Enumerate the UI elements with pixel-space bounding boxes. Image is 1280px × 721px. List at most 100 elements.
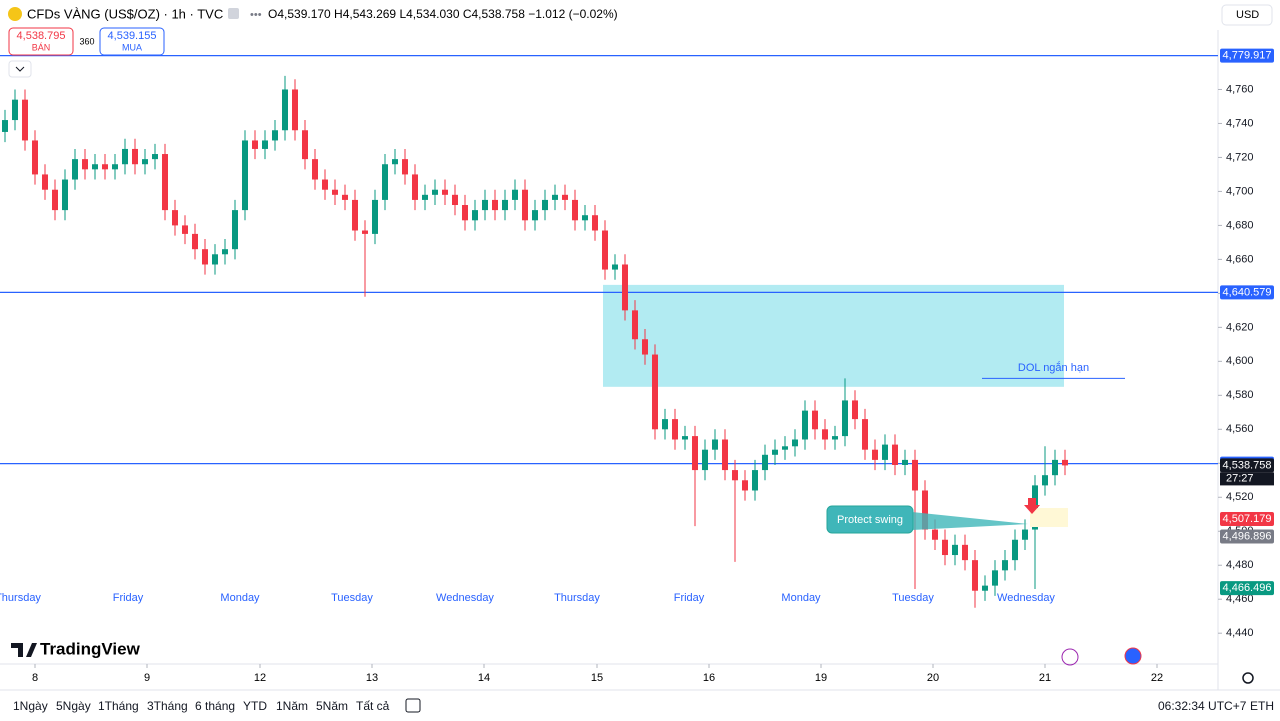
candle-body <box>352 199 358 231</box>
candle-body <box>362 230 368 234</box>
candle-body <box>32 140 38 175</box>
candle-body <box>1042 475 1048 486</box>
candle-body <box>832 436 838 440</box>
session-label: Thursday <box>0 592 41 604</box>
x-tick-label: 14 <box>478 672 490 684</box>
range-button[interactable]: 1Tháng <box>98 699 139 713</box>
dol-text: DOL ngắn hạn <box>1018 361 1089 374</box>
candle-body <box>142 159 148 165</box>
candle-body <box>512 189 518 200</box>
red-arrow <box>1024 498 1040 514</box>
candle-body <box>412 174 418 200</box>
candle-body <box>902 459 908 465</box>
candle-body <box>432 189 438 195</box>
plot: 4,4404,4604,4804,5004,5204,5404,5604,580… <box>0 48 1274 684</box>
candle-body <box>742 480 748 491</box>
supply-zone <box>603 284 1064 387</box>
candle-body <box>972 560 978 591</box>
candle-body <box>372 199 378 234</box>
y-tick-label: 4,660 <box>1226 253 1254 265</box>
session[interactable]: ETH <box>1250 699 1274 713</box>
sell-button[interactable] <box>8 27 74 56</box>
price-badge-label: 4,640.579 <box>1223 286 1272 298</box>
y-tick-label: 4,580 <box>1226 389 1254 401</box>
candle-body <box>542 199 548 211</box>
candle-body <box>532 210 538 221</box>
candle-body <box>202 249 208 265</box>
symbol-icon <box>8 7 22 21</box>
candle-body <box>422 194 428 200</box>
session-label: Friday <box>113 592 144 604</box>
settings-icon[interactable] <box>1242 672 1254 684</box>
range-button[interactable]: 5Ngày <box>56 699 91 713</box>
range-button[interactable]: Tất cả <box>356 699 390 713</box>
flag-icon[interactable] <box>228 8 239 19</box>
candle-body <box>722 439 728 471</box>
candle-body <box>322 179 328 190</box>
highlight-box <box>1030 508 1068 527</box>
candle-body <box>12 99 18 121</box>
candle-body <box>1052 459 1058 476</box>
calendar-icon[interactable] <box>405 698 421 713</box>
candle-body <box>782 446 788 450</box>
candle-body <box>112 164 118 170</box>
currency: USD <box>1236 9 1259 21</box>
price-badge <box>1220 512 1274 527</box>
candle-body <box>882 444 888 460</box>
range-button[interactable]: 1Năm <box>276 699 309 713</box>
more-dots[interactable]: ••• <box>250 9 262 21</box>
sell-label: BÁN <box>32 42 51 52</box>
candle-body <box>392 159 398 165</box>
candle-body <box>842 400 848 437</box>
candle-body <box>102 164 108 170</box>
candle-body <box>852 400 858 420</box>
x-tick-label: 12 <box>254 672 266 684</box>
currency-button[interactable] <box>1221 4 1273 26</box>
candle-body <box>712 439 718 450</box>
y-tick-label: 4,680 <box>1226 219 1254 231</box>
candle-body <box>302 130 308 160</box>
candle-body <box>892 444 898 465</box>
candle-body <box>262 140 268 149</box>
candle-body <box>1002 560 1008 571</box>
candle-body <box>1022 529 1028 540</box>
protect-swing-pointer <box>912 512 1028 530</box>
collapse-button[interactable] <box>8 60 32 78</box>
candle-body <box>622 264 628 311</box>
y-tick-label: 4,740 <box>1226 117 1254 129</box>
price-badge-label: 4,466.496 <box>1223 582 1272 594</box>
x-tick-label: 19 <box>815 672 827 684</box>
x-tick-label: 16 <box>703 672 715 684</box>
x-tick-label: 15 <box>591 672 603 684</box>
y-tick-label: 4,560 <box>1226 423 1254 435</box>
price-badge <box>1220 581 1274 596</box>
candle-body <box>182 225 188 234</box>
candle-body <box>212 254 218 265</box>
candle-body <box>22 99 28 141</box>
buy-price: 4,539.155 <box>108 30 157 42</box>
session-label: Thursday <box>554 592 600 604</box>
candle-body <box>292 89 298 131</box>
price-badge-label: 4,538.758 <box>1223 459 1272 471</box>
candle-body <box>72 159 78 180</box>
flag-us-icon[interactable] <box>1124 647 1142 665</box>
candle-body <box>872 449 878 460</box>
buy-button[interactable] <box>99 27 165 56</box>
candle-body <box>52 189 58 211</box>
candle-body <box>312 159 318 180</box>
candle-body <box>552 194 558 200</box>
range-button[interactable]: 3Tháng <box>147 699 188 713</box>
logo-text: TradingView <box>40 639 141 658</box>
range-button[interactable]: 1Ngày <box>13 699 48 713</box>
range-button[interactable]: 6 tháng <box>195 699 236 713</box>
candle-body <box>962 544 968 561</box>
protect-swing-text: Protect swing <box>837 514 903 526</box>
y-tick-label: 4,760 <box>1226 83 1254 95</box>
event-icon[interactable] <box>1061 648 1079 666</box>
price-badge-label: 4,779.917 <box>1223 50 1272 62</box>
candle-body <box>612 264 618 270</box>
range-button[interactable]: YTD <box>243 699 267 713</box>
range-button[interactable]: 5Năm <box>316 699 349 713</box>
y-tick-label: 4,440 <box>1226 627 1254 639</box>
